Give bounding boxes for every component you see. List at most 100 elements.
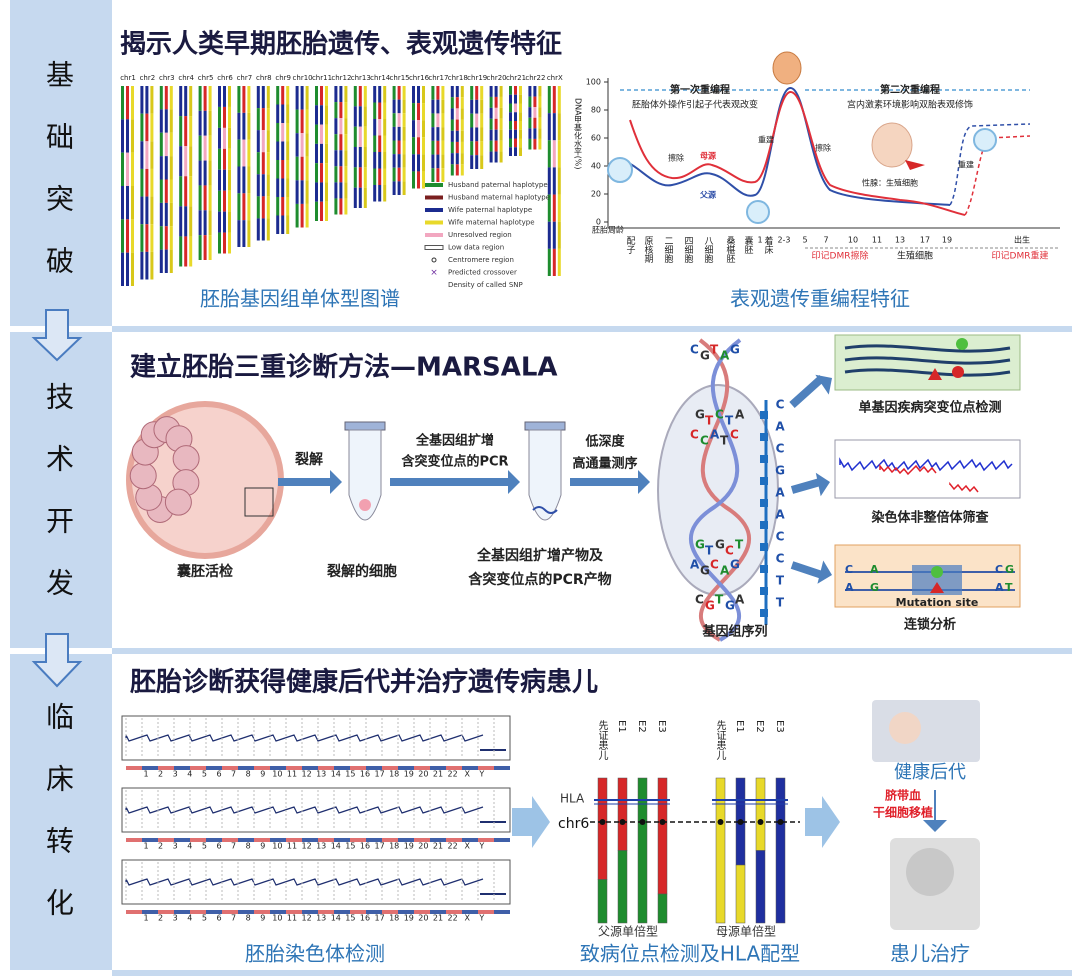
haplotype-segment	[509, 147, 512, 156]
dna-line	[844, 356, 1011, 365]
ideogram-segment	[238, 838, 254, 842]
ideogram-segment	[254, 766, 270, 770]
sidebar-stage: 基础突破	[42, 60, 75, 308]
haplotype-segment	[455, 119, 459, 131]
haplotype-segment	[552, 113, 556, 141]
haplotype-segment	[480, 113, 484, 128]
arrow-shaft	[790, 478, 822, 494]
haplotype-segment	[184, 146, 188, 177]
chromosome-label: chr20	[487, 74, 507, 82]
caption: 表观遗传重编程特征	[730, 287, 910, 311]
haplotype-segment	[480, 86, 484, 100]
helix-letter: G	[730, 343, 740, 357]
haplotype-segment	[121, 86, 124, 120]
base-square	[760, 543, 768, 551]
haplotype-segment	[281, 123, 285, 142]
haplotype-segment	[509, 86, 512, 95]
haplotype-segment	[247, 220, 251, 247]
haplotype-label: 母源单倍型	[716, 924, 776, 939]
haplotype-segment	[538, 107, 542, 118]
haplotype-segment	[208, 210, 212, 236]
haplotype-segment	[489, 118, 493, 130]
karyotype-label: 12	[302, 770, 312, 779]
stage-label: 基因组序列	[701, 624, 767, 640]
haplotype-segment	[489, 107, 493, 119]
legend-label: Density of called SNP	[448, 281, 523, 289]
sequence-letter: G	[775, 464, 785, 478]
ideogram-segment	[222, 910, 238, 914]
karyotype-label: 5	[202, 770, 207, 779]
helix-letter: A	[735, 408, 745, 422]
haplotype-segment	[261, 152, 265, 175]
haplotype-segment	[126, 186, 129, 220]
haplotype-segment	[538, 117, 542, 129]
stage-label: 囊胚	[743, 235, 754, 255]
haplotype-segment	[344, 150, 348, 167]
mutation-label: Mutation site	[896, 596, 979, 609]
haplotype-segment	[169, 156, 173, 180]
haplotype-segment	[286, 197, 290, 216]
haplotype-segment	[436, 168, 440, 182]
ideogram-segment	[334, 766, 350, 770]
haplotype-segment	[363, 147, 367, 168]
ideogram-segment	[366, 766, 382, 770]
karyotype-label: 17	[375, 842, 385, 851]
haplotype-segment	[131, 119, 134, 153]
haplotype-segment	[358, 126, 362, 147]
haplotype-segment	[436, 99, 440, 114]
cnv-trace	[879, 463, 937, 476]
haplotype-segment	[126, 219, 129, 253]
ideogram-segment	[174, 766, 190, 770]
photo-face	[906, 848, 954, 896]
haplotype-segment	[140, 224, 144, 252]
haplotype-segment	[276, 160, 280, 179]
haplotype-segment	[402, 181, 406, 195]
haplotype-segment	[450, 108, 454, 120]
haplotype-segment	[397, 181, 401, 195]
ideogram-segment	[190, 838, 206, 842]
haplotype-segment	[494, 118, 498, 130]
haplotype-segment	[276, 197, 280, 216]
cnv-trace	[949, 481, 979, 493]
haplotype-segment	[189, 176, 193, 207]
haplotype-segment	[184, 176, 188, 207]
ideogram-segment	[382, 910, 398, 914]
karyotype-label: 3	[173, 914, 178, 923]
karyotype-label: 19	[404, 914, 414, 923]
ideogram-segment	[206, 766, 222, 770]
stage-label: 含突变位点的PCR产物	[468, 571, 611, 588]
karyotype-label: 19	[404, 770, 414, 779]
ideogram-segment	[446, 766, 462, 770]
haplotype-segment	[169, 109, 173, 133]
ideogram-segment	[478, 910, 494, 914]
sequence-letter: C	[776, 398, 785, 412]
haplotype-segment	[266, 196, 270, 219]
haplotype-segment	[412, 103, 415, 121]
haplotype-segment	[305, 133, 309, 157]
haplotype-segment	[237, 166, 241, 194]
haplotype-segment	[145, 141, 149, 169]
haplotype-segment	[353, 126, 357, 147]
haplotype-segment	[247, 166, 251, 194]
sidebar-block	[10, 0, 112, 326]
karyotype-label: 14	[331, 914, 341, 923]
haplotype-segment	[242, 139, 246, 167]
haplotype-segment	[455, 86, 459, 98]
methylation-curve	[614, 87, 951, 206]
haplotype-segment	[159, 109, 163, 133]
haplotype-segment	[169, 132, 173, 157]
haplotype-segment	[339, 182, 343, 199]
karyotype-label: 20	[418, 770, 428, 779]
karyotype-label: 15	[345, 770, 355, 779]
karyotype-label: 4	[187, 770, 192, 779]
ideogram-segment	[190, 766, 206, 770]
haplotype-segment	[422, 154, 425, 172]
haplotype-segment	[266, 174, 270, 197]
haplotype-segment	[470, 99, 474, 114]
haplotype-segment	[412, 86, 415, 104]
haplotype-segment	[528, 138, 532, 150]
base-square	[760, 521, 768, 529]
helix-letter: C	[695, 593, 704, 607]
ideogram-segment	[126, 766, 142, 770]
haplotype-bar	[735, 864, 746, 924]
